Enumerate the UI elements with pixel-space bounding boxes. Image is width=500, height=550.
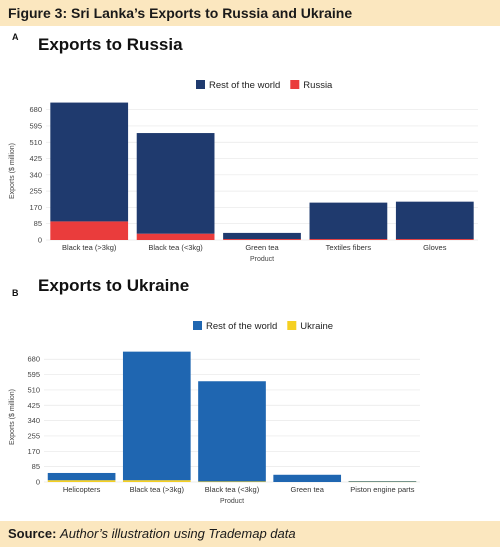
x-tick-label-2: Black tea (<3kg) <box>205 485 260 494</box>
x-axis-label: Product <box>220 498 244 505</box>
bar-1-1 <box>136 233 215 240</box>
y-tick-label-3: 255 <box>29 187 42 196</box>
x-tick-label-2: Green tea <box>245 243 279 252</box>
x-tick-label-1: Black tea (>3kg) <box>130 485 185 494</box>
source-text: Author’s illustration using Trademap dat… <box>60 526 296 541</box>
bar-1-0 <box>47 480 116 482</box>
panel-label-b: B <box>12 288 19 298</box>
source-note: Source: Author’s illustration using Trad… <box>0 521 500 547</box>
y-tick-label-6: 510 <box>27 385 40 394</box>
bar-0-2 <box>198 381 266 482</box>
chart-title-ukraine: Exports to Ukraine <box>38 276 190 295</box>
y-tick-label-3: 255 <box>27 431 40 440</box>
legend-label-1: Russia <box>303 80 333 91</box>
x-tick-label-0: Helicopters <box>63 485 101 494</box>
bar-0-4 <box>348 481 417 482</box>
y-tick-label-2: 170 <box>29 203 42 212</box>
bar-1-4 <box>395 239 474 240</box>
legend-swatch-0 <box>196 80 205 89</box>
bar-1-2 <box>223 239 301 240</box>
bar-0-3 <box>273 474 342 482</box>
bar-0-3 <box>309 202 388 240</box>
legend-swatch-1 <box>290 80 300 89</box>
panel-label-a: A <box>12 32 19 42</box>
y-tick-label-4: 340 <box>29 170 42 179</box>
x-tick-label-3: Green tea <box>291 485 325 494</box>
bar-0-1 <box>136 133 215 234</box>
y-tick-label-4: 340 <box>27 416 40 425</box>
chart-exports-to-russia: Rest of the world Russia 0 85 170 255 340 425 51… <box>9 80 478 263</box>
y-tick-label-0: 0 <box>36 478 40 487</box>
source-label: Source: <box>8 526 57 541</box>
y-tick-label-7: 595 <box>27 370 40 379</box>
legend-label-0: Rest of the world <box>209 80 280 91</box>
bar-1-2 <box>198 481 266 483</box>
bar-1-4 <box>348 481 417 483</box>
y-tick-label-8: 680 <box>29 105 42 114</box>
legend-swatch-1 <box>287 321 297 330</box>
y-tick-label-5: 425 <box>27 401 40 410</box>
legend-swatch-0 <box>193 321 202 330</box>
legend-label-0: Rest of the world <box>206 321 277 332</box>
x-tick-label-4: Piston engine parts <box>350 485 414 494</box>
bar-0-0 <box>47 472 116 481</box>
x-tick-label-1: Black tea (<3kg) <box>148 243 203 252</box>
y-tick-label-1: 85 <box>34 219 42 228</box>
x-tick-label-0: Black tea (>3kg) <box>62 243 117 252</box>
x-tick-label-3: Textiles fibers <box>326 243 372 252</box>
legend-label-1: Ukraine <box>300 321 333 332</box>
bar-0-0 <box>50 102 129 222</box>
bar-0-2 <box>223 232 301 240</box>
y-axis-label: Exports ($ million) <box>9 389 16 445</box>
figure-title: Figure 3: Sri Lanka’s Exports to Russia … <box>0 0 500 26</box>
bar-1-0 <box>50 221 129 240</box>
bar-0-1 <box>122 351 191 481</box>
x-tick-label-4: Gloves <box>423 243 447 252</box>
y-tick-label-5: 425 <box>29 154 42 163</box>
y-axis-label: Exports ($ million) <box>9 143 16 199</box>
chart-exports-to-ukraine: Rest of the world Ukraine 0 85 170 255 340 425 5… <box>9 321 420 505</box>
chart-title-russia: Exports to Russia <box>38 35 183 54</box>
bar-1-3 <box>309 239 388 240</box>
y-tick-label-6: 510 <box>29 138 42 147</box>
bar-1-1 <box>122 480 191 482</box>
y-tick-label-7: 595 <box>29 121 42 130</box>
y-tick-label-0: 0 <box>38 236 42 245</box>
y-tick-label-2: 170 <box>27 447 40 456</box>
x-axis-label: Product <box>250 256 274 263</box>
y-tick-label-1: 85 <box>32 462 40 471</box>
y-tick-label-8: 680 <box>27 355 40 364</box>
bar-0-4 <box>395 201 474 240</box>
